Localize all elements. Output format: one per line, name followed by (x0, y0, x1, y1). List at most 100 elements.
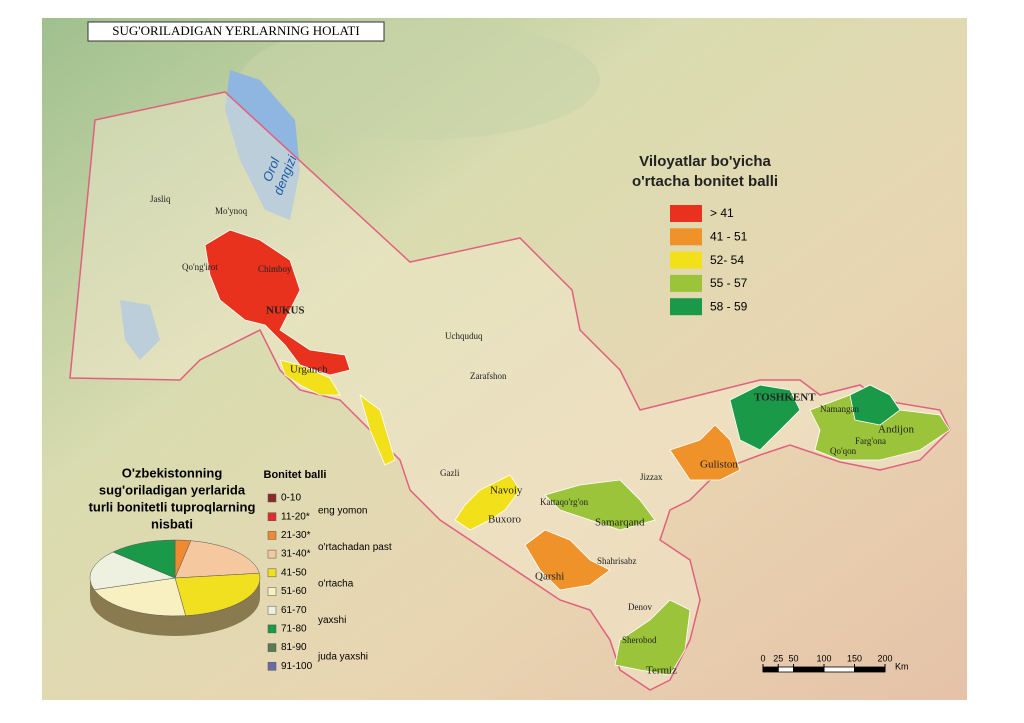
place-label: Sherobod (622, 635, 657, 645)
pie-legend-label: 0-10 (281, 493, 301, 504)
place-label: Zarafshon (470, 371, 507, 381)
legend-swatch (670, 205, 702, 222)
legend-label: 52- 54 (710, 253, 744, 267)
place-label: Qo'qon (830, 446, 857, 456)
place-label: Shahrisabz (597, 556, 637, 566)
pie-legend-swatch (267, 662, 277, 671)
pie-legend-swatch (267, 493, 277, 503)
region (524, 529, 611, 591)
pie-group-label: juda yaxshi (317, 652, 368, 663)
legend-swatch (670, 251, 702, 269)
pie-slice (174, 540, 260, 579)
place-label: NUKUS (266, 305, 305, 317)
scale-tick-label: 0 (760, 653, 765, 663)
region (454, 474, 521, 531)
legend-label: 58 - 59 (710, 299, 748, 313)
scale-tick-label: 100 (816, 653, 831, 663)
place-label: Denov (628, 602, 652, 612)
legend-label: 41 - 51 (710, 229, 748, 243)
scale-tick-label: 25 (773, 653, 783, 663)
pie-title: turli bonitetli tuproqlarning (89, 499, 256, 514)
region (279, 359, 341, 396)
pie-legend-swatch (267, 624, 277, 634)
place-label: Jizzax (640, 472, 663, 482)
region (849, 384, 901, 426)
pie-legend-label: 21-30* (281, 530, 311, 541)
pie-legend-label: 51-60 (281, 586, 307, 597)
pie-legend-label: 61-70 (281, 605, 307, 616)
place-label: Namangan (820, 404, 859, 414)
place-label: Gazli (440, 468, 460, 478)
pie-legend-swatch (267, 549, 277, 559)
scale-segment (793, 667, 824, 672)
pie-legend-swatch (267, 605, 277, 615)
title-box (87, 21, 385, 42)
terrain (240, 20, 600, 140)
place-label: Farg'ona (855, 436, 886, 446)
place-label: Andijon (878, 424, 915, 436)
pie-slice (174, 572, 261, 616)
place-label: Guliston (700, 459, 738, 471)
legend-title: Viloyatlar bo'yicha (639, 153, 771, 170)
pie-legend-swatch (267, 587, 277, 596)
pie-legend-swatch (267, 643, 277, 652)
scale-unit: Km (895, 661, 909, 671)
legend-swatch (670, 228, 702, 246)
legend-swatch (670, 274, 702, 292)
country-border (69, 91, 951, 691)
region (359, 393, 396, 466)
region (669, 424, 741, 481)
place-label: Buxoro (488, 514, 522, 526)
region (544, 479, 656, 531)
legend-label: 55 - 57 (710, 276, 748, 290)
pie-legend-swatch (267, 512, 277, 521)
pie: 0-10 11-20* 21-30* 31-40* 41-50 51-60 61-70 71-… (89, 493, 392, 672)
pie-slice (89, 551, 176, 591)
legend-title: o'rtacha bonitet balli (632, 173, 778, 190)
pie-group-label: o'rtachadan past (318, 542, 392, 553)
pie-title: O'zbekistonning (122, 465, 223, 480)
pie-legend-label: 31-40* (281, 549, 311, 560)
pie-legend-title: Bonitet balli (264, 469, 327, 481)
place-label: Navoiy (490, 485, 523, 497)
region (614, 599, 691, 676)
place-label: Kattaqo'rg'on (540, 497, 589, 507)
place-label: Uchquduq (445, 331, 483, 341)
scale-tick-label: 50 (788, 653, 798, 663)
pie-slice (93, 577, 186, 617)
scale-tick-label: 200 (877, 653, 892, 663)
legend-label: > 41 (710, 206, 734, 220)
legend-swatch (670, 298, 702, 316)
region (729, 384, 801, 451)
pie-legend-label: 81-90 (281, 642, 307, 653)
aral-sea (225, 70, 300, 220)
region-legend: > 41 41 - 51 52- 54 55 - 57 58 - 59 (670, 205, 748, 316)
place-label: Qo'ng'irot (182, 262, 218, 272)
pie-title: sug'oriladigan yerlarida (99, 482, 246, 497)
place-label: Qarshi (535, 571, 564, 583)
place-label: Termiz (646, 665, 677, 677)
pie-title: nisbati (151, 516, 193, 531)
place-label: Mo'ynoq (215, 206, 248, 216)
pie-legend-label: 11-20* (281, 511, 310, 522)
pie-group-label: eng yomon (318, 506, 367, 517)
place-label: Jasliq (150, 194, 171, 204)
place-label: Chimboy (258, 264, 292, 274)
scale-segment (763, 667, 779, 672)
pie-slice (112, 539, 176, 579)
pie-legend-swatch (267, 531, 277, 540)
pie-group-label: yaxshi (318, 615, 346, 626)
scale-segment (854, 667, 885, 672)
region (204, 229, 351, 376)
map-title: SUG'ORILADIGAN YERLARNING HOLATI (112, 23, 359, 38)
pie-group-label: o'rtacha (318, 579, 354, 590)
pie-side (90, 578, 260, 636)
lake (120, 300, 160, 360)
pie-legend-swatch (267, 568, 277, 578)
place-label: Samarqand (595, 517, 645, 529)
place-label: Urganch (290, 364, 328, 376)
scale-tick-label: 150 (847, 653, 862, 663)
pie-legend-label: 91-100 (281, 661, 313, 672)
